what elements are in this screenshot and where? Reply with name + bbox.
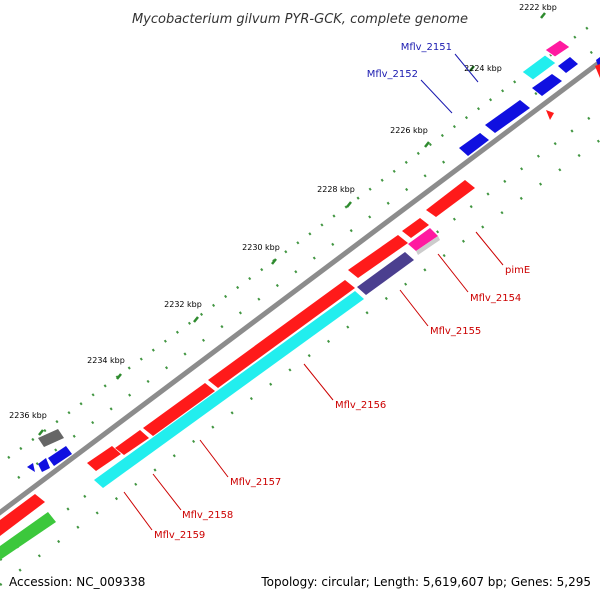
gene-red [426,180,475,217]
gene-purple-2155 [357,252,414,295]
tick-label-2236: 2236 kbp [9,411,47,420]
tick-marks [38,12,546,436]
gene-red-small [546,110,554,120]
tick-mark [38,429,44,436]
gene-label-pime: pimE [505,265,530,276]
tick-label-2228: 2228 kbp [317,185,355,194]
tick-mark [271,258,277,265]
gene-red-2159 [87,446,121,471]
gene-label-mflv-2151: Mflv_2151 [401,42,452,53]
tick-label-2226: 2226 kbp [390,126,428,135]
tick-mark [193,316,199,323]
gene-label-mflv-2159: Mflv_2159 [154,530,205,541]
gene-red-2157 [143,383,215,436]
tick-label-2230: 2230 kbp [242,243,280,252]
tick-mark [116,373,122,380]
tick-mark [424,141,430,148]
gene-blue [532,74,562,96]
reverse-genes [0,64,600,560]
gene-red-pimE [402,218,429,238]
backbone [0,58,600,516]
gene-blue [27,463,35,472]
reverse-leaders [123,231,504,531]
gene-red-edge [595,64,600,78]
tick-label-2232: 2232 kbp [164,300,202,309]
gene-cyan [521,54,557,81]
genome-stats-label: Topology: circular; Length: 5,619,607 bp… [260,575,591,589]
tick-label-2222: 2222 kbp [519,3,557,12]
gene-red-2155a [348,235,408,278]
gene-label-mflv-2157: Mflv_2157 [230,477,281,488]
forward-guides [7,18,600,480]
gene-red-left [0,494,45,536]
gene-gray [38,429,64,447]
accession-label: Accession: NC_009338 [9,575,145,589]
gene-blue [558,57,578,73]
gene-blue [38,458,50,472]
gene-label-mflv-2154: Mflv_2154 [470,293,521,304]
tick-mark [469,65,475,72]
gene-label-mflv-2158: Mflv_2158 [182,510,233,521]
gene-red-2158 [115,430,149,455]
tick-label-2224: 2224 kbp [464,64,502,73]
gene-label-mflv-2156: Mflv_2156 [335,400,386,411]
gene-blue [48,446,72,466]
map-title: Mycobacterium gilvum PYR-GCK, complete g… [132,12,468,27]
gene-blue [459,133,489,156]
gene-cyan-2156 [94,291,364,488]
gene-label-mflv-2155: Mflv_2155 [430,326,481,337]
gene-gray-2154 [416,236,440,255]
tick-mark [540,12,546,19]
gene-pink-2154 [408,228,438,251]
reverse-guides [0,109,600,587]
forward-genes [27,39,600,488]
gene-pink [544,39,571,58]
tick-label-2234: 2234 kbp [87,356,125,365]
gene-green-left [0,512,56,560]
gene-red-2156 [208,280,355,388]
forward-leaders [420,53,479,114]
gene-label-mflv-2152: Mflv_2152 [367,69,418,80]
gene-blue [485,100,530,133]
tick-mark [346,201,352,208]
